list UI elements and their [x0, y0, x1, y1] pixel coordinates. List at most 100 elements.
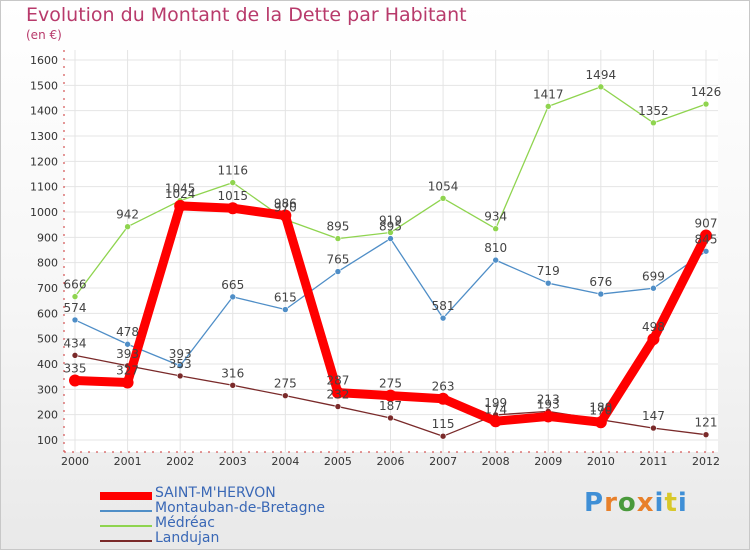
- data-point: [544, 279, 552, 287]
- data-point: [71, 293, 79, 300]
- data-point: [282, 392, 289, 399]
- x-tick-label: 2003: [219, 455, 247, 468]
- data-label: 287: [326, 374, 349, 388]
- logo-letter: P: [584, 488, 605, 518]
- data-label: 180: [589, 401, 612, 415]
- y-tick-label: 700: [37, 282, 58, 295]
- data-label: 810: [484, 241, 507, 255]
- y-tick-label: 1300: [30, 130, 58, 143]
- data-label: 316: [221, 366, 244, 380]
- data-label: 1417: [533, 87, 564, 101]
- data-label: 187: [379, 399, 402, 413]
- x-tick-label: 2012: [692, 455, 720, 468]
- data-point: [229, 381, 237, 389]
- unit-label: (en €): [26, 28, 62, 42]
- data-point: [279, 209, 292, 222]
- data-label: 574: [64, 301, 87, 315]
- data-label: 275: [274, 377, 297, 391]
- data-label: 970: [274, 201, 297, 215]
- data-label: 1024: [165, 187, 196, 201]
- data-label: 1116: [217, 164, 248, 178]
- y-tick-label: 1600: [30, 54, 58, 67]
- data-label: 170: [589, 403, 612, 417]
- data-label: 907: [695, 217, 718, 231]
- x-tick-label: 2004: [271, 455, 299, 468]
- data-label: 478: [116, 325, 139, 339]
- data-point: [176, 362, 184, 370]
- data-label: 335: [64, 361, 87, 375]
- x-tick-label: 2008: [482, 455, 510, 468]
- data-point: [702, 431, 710, 438]
- data-point: [174, 199, 187, 212]
- y-tick-label: 1100: [30, 181, 58, 194]
- x-tick-label: 2001: [114, 455, 142, 468]
- data-label: 895: [326, 220, 349, 234]
- data-point: [226, 202, 239, 215]
- data-label: 498: [642, 320, 665, 334]
- x-tick-label: 2007: [429, 455, 457, 468]
- legend-label: Montauban-de-Bretagne: [155, 500, 326, 516]
- x-tick-label: 2010: [587, 455, 615, 468]
- data-point: [334, 403, 342, 410]
- y-tick-label: 900: [37, 231, 58, 244]
- y-tick-label: 200: [37, 409, 58, 422]
- logo-letter: x: [636, 488, 655, 518]
- x-tick-label: 2000: [61, 455, 89, 468]
- data-point: [334, 268, 342, 275]
- data-point: [594, 416, 607, 429]
- x-tick-label: 2006: [377, 455, 405, 468]
- data-point: [124, 340, 131, 348]
- data-label: 986: [274, 197, 297, 211]
- legend-swatch: [100, 525, 152, 527]
- y-tick-label: 100: [37, 434, 58, 447]
- data-point: [229, 179, 237, 186]
- y-tick-label: 1000: [30, 206, 58, 219]
- y-tick-label: 500: [37, 333, 58, 346]
- x-tick-label: 2009: [534, 455, 562, 468]
- data-point: [387, 235, 394, 242]
- data-label: 199: [484, 396, 507, 410]
- x-tick-label: 2005: [324, 455, 352, 468]
- chart-title: Evolution du Montant de la Dette par Hab…: [26, 4, 467, 26]
- legend-label: SAINT-M'HERVON: [155, 485, 276, 501]
- data-point: [229, 293, 237, 301]
- data-label: 1015: [217, 189, 248, 203]
- y-tick-label: 1400: [30, 105, 58, 118]
- data-point: [439, 432, 447, 440]
- data-point: [439, 195, 447, 202]
- data-label: 581: [432, 299, 455, 313]
- legend-label: Landujan: [155, 530, 220, 546]
- data-label: 919: [379, 214, 402, 228]
- data-label: 1045: [165, 182, 196, 196]
- data-point: [650, 119, 657, 127]
- data-point: [647, 333, 660, 346]
- data-label: 232: [326, 388, 349, 402]
- data-label: 327: [116, 363, 139, 377]
- data-label: 1054: [428, 179, 459, 193]
- legend-swatch: [100, 492, 152, 500]
- data-point: [69, 374, 81, 387]
- data-label: 615: [274, 291, 297, 305]
- data-point: [597, 290, 605, 298]
- data-label: 719: [537, 264, 560, 278]
- data-label: 193: [537, 397, 560, 411]
- data-label: 213: [537, 392, 560, 406]
- data-label: 434: [64, 336, 87, 350]
- data-point: [544, 103, 552, 110]
- x-tick-label: 2002: [166, 455, 194, 468]
- data-point: [121, 376, 134, 389]
- data-label: 275: [379, 377, 402, 391]
- data-point: [439, 314, 447, 322]
- data-label: 1352: [638, 104, 669, 118]
- data-label: 115: [432, 417, 455, 431]
- data-label: 934: [484, 210, 507, 224]
- logo-letter: i: [654, 488, 665, 518]
- data-point: [597, 83, 605, 91]
- data-label: 1494: [586, 68, 617, 82]
- data-point: [702, 100, 710, 108]
- legend-swatch: [100, 540, 152, 542]
- data-label: 845: [695, 232, 718, 246]
- data-point: [71, 352, 79, 359]
- data-point: [492, 225, 499, 233]
